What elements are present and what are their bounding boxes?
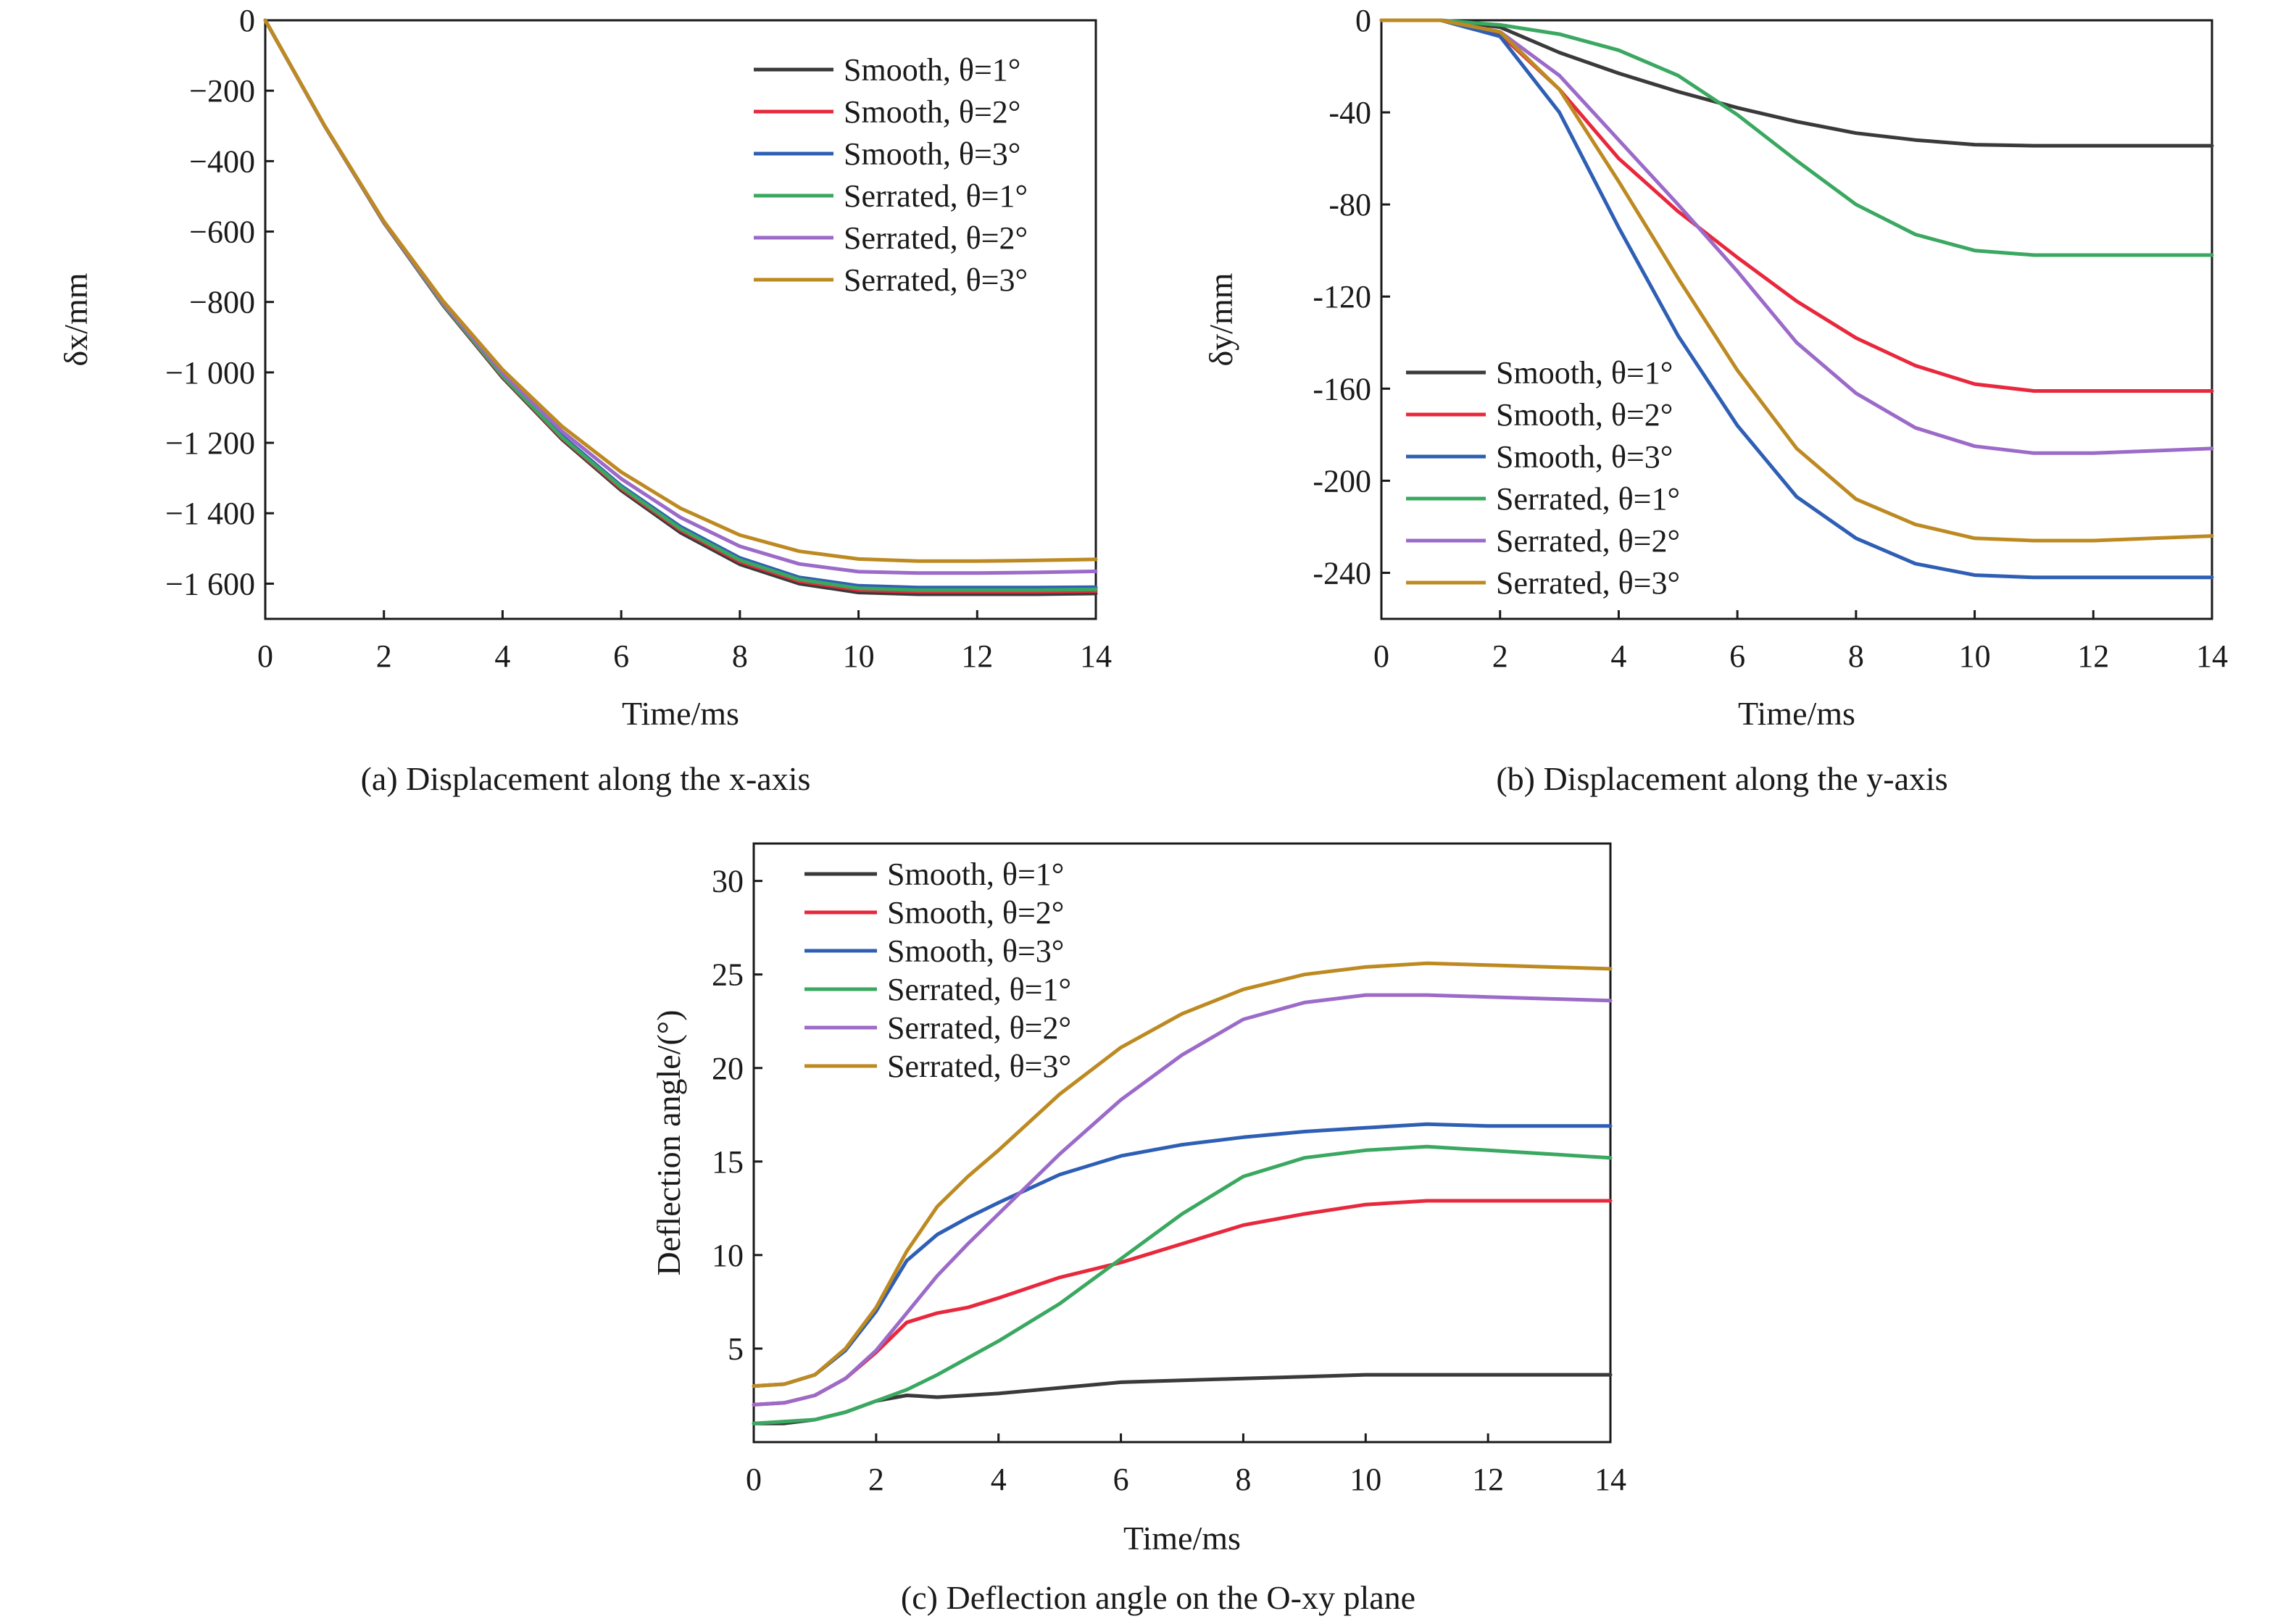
series-line-6 [752,961,1613,1388]
legend-label: Smooth, θ=1° [887,857,1064,892]
y-tick-label: −1 400 [165,496,255,531]
y-tick-label: -40 [1328,95,1371,130]
series-line-1 [1379,18,2214,148]
chart-2: 0 2 4 6 8 10 12 14 0 -40 -80 -120 -160 -200 -240 Time/m… [1202,3,2228,797]
chart-caption: (a) Displacement along the x-axis [361,760,811,797]
x-tick-label: 14 [2196,638,2228,674]
legend-label: Serrated, θ=3° [1496,565,1680,601]
x-tick-label: 4 [494,638,510,674]
series-line-4 [1379,18,2214,257]
legend: Smooth, θ=1°Smooth, θ=2°Smooth, θ=3°Serr… [804,857,1071,1084]
x-tick-label: 6 [613,638,629,674]
y-axis-title: Deflection angle/(°) [650,1009,687,1275]
legend-label: Smooth, θ=3° [844,136,1020,172]
legend: Smooth, θ=1° Smooth, θ=2° Smooth, θ=3° Serr… [754,52,1028,298]
x-tick-label: 12 [2077,638,2109,674]
x-axis-title: Time/ms [1738,695,1855,732]
y-tick-label: 0 [239,3,255,38]
legend-label: Serrated, θ=3° [844,262,1028,298]
plot-frame [1380,19,2213,620]
plot-frame [264,19,1097,620]
x-tick-label: 4 [1610,638,1626,674]
y-tick-label: -200 [1313,463,1371,499]
y-tick-label: 30 [712,864,744,899]
x-tick-label: 2 [868,1462,884,1497]
y-tick-label: 15 [712,1144,744,1180]
x-axis-title: Time/ms [1123,1520,1241,1557]
x-tick-label: 10 [843,638,875,674]
y-tick-label: −800 [189,285,255,320]
legend-label: Smooth, θ=2° [887,895,1064,930]
y-tick-label: −1 000 [165,355,255,391]
series-line-5 [1379,18,2214,455]
x-tick-label: 10 [1959,638,1991,674]
legend-label: Serrated, θ=1° [887,972,1071,1007]
legend: Smooth, θ=1° Smooth, θ=2° Smooth, θ=3° Serr… [1406,355,1680,601]
y-tick-label: 0 [1355,3,1371,38]
plot-frame [752,842,1612,1444]
x-tick-label: 4 [991,1462,1007,1497]
y-tick-label: 10 [712,1238,744,1273]
y-tick-label: 25 [712,957,744,993]
y-tick-label: −1 600 [165,566,255,601]
series-line-3 [1379,18,2214,580]
legend-label: Smooth, θ=3° [887,933,1064,969]
y-tick-label: −600 [189,215,255,250]
y-tick-label: -120 [1313,279,1371,315]
y-axis-title: δy/mm [1202,272,1239,366]
y-tick-label: 20 [712,1051,744,1086]
x-tick-label: 12 [961,638,993,674]
legend-label: Serrated, θ=3° [887,1049,1071,1084]
x-tick-label: 6 [1729,638,1745,674]
legend-label: Smooth, θ=1° [1496,355,1673,391]
legend-label: Serrated, θ=2° [1496,523,1680,559]
y-tick-label: −200 [189,73,255,109]
legend-label: Smooth, θ=2° [844,94,1020,130]
x-tick-label: 0 [257,638,273,674]
y-tick-label: −400 [189,143,255,179]
legend-label: Serrated, θ=1° [1496,481,1680,517]
legend-label: Serrated, θ=2° [887,1010,1071,1046]
x-tick-label: 0 [1373,638,1389,674]
y-tick-label: 5 [728,1331,744,1367]
x-tick-label: 0 [746,1462,762,1497]
x-tick-label: 10 [1350,1462,1381,1497]
y-tick-label: -240 [1313,555,1371,591]
chart-caption: (b) Displacement along the y-axis [1496,760,1947,797]
legend-label: Serrated, θ=2° [844,220,1028,256]
y-tick-label: −1 200 [165,425,255,461]
x-tick-label: 8 [1848,638,1864,674]
series-line-2 [1379,18,2214,393]
x-tick-label: 6 [1113,1462,1129,1497]
x-tick-label: 12 [1472,1462,1504,1497]
chart-1: 0 2 4 6 8 10 12 14 0 −200 −400 −600 −800 −1 000 −1 200… [57,3,1112,797]
x-tick-label: 8 [1235,1462,1251,1497]
series-line-5 [752,993,1613,1407]
series-line-6 [263,18,1098,563]
x-axis-title: Time/ms [622,695,739,732]
legend-label: Smooth, θ=2° [1496,397,1673,433]
y-tick-label: -160 [1313,371,1371,407]
x-tick-label: 2 [376,638,392,674]
x-tick-label: 14 [1594,1462,1626,1497]
y-tick-label: -80 [1328,187,1371,222]
legend-label: Smooth, θ=3° [1496,439,1673,475]
y-axis-title: δx/mm [57,272,94,366]
x-tick-label: 14 [1080,638,1112,674]
chart-3: 0 2 4 6 8 10 12 14 5 10 15 20 25 30 Time/ms Deflection … [650,842,1626,1616]
chart-caption: (c) Deflection angle on the O-xy plane [901,1579,1415,1616]
x-tick-label: 2 [1492,638,1508,674]
series-line-4 [752,1144,1613,1425]
series-line-6 [1379,18,2214,543]
x-tick-label: 8 [732,638,748,674]
legend-label: Smooth, θ=1° [844,52,1020,88]
legend-label: Serrated, θ=1° [844,178,1028,214]
